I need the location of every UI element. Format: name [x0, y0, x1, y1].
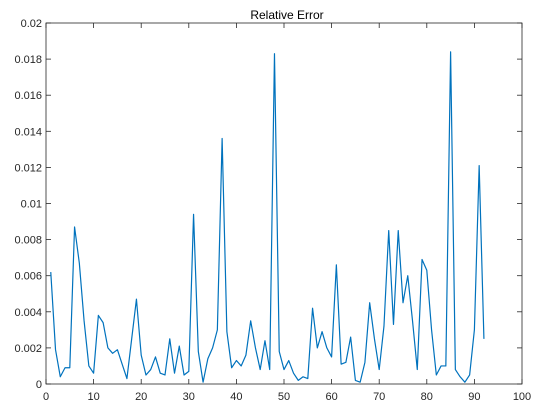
x-tick-label: 30 — [183, 391, 195, 403]
x-tick-label: 50 — [278, 391, 290, 403]
x-tick-label: 0 — [43, 391, 49, 403]
x-tick-label: 70 — [373, 391, 385, 403]
series-line-1 — [50, 51, 485, 383]
y-tick-label: 0.018 — [14, 54, 42, 66]
series-layer — [50, 51, 485, 383]
y-tick-label: 0.012 — [14, 162, 42, 174]
x-tick-label: 10 — [87, 391, 99, 403]
y-tick-label: 0.008 — [14, 235, 42, 247]
y-tick-label: 0 — [36, 379, 42, 391]
y-tick-label: 0.016 — [14, 90, 42, 102]
x-tick-label: 80 — [421, 391, 433, 403]
x-axis: 0 10 20 30 40 50 60 70 80 90 100 — [43, 23, 531, 403]
x-tick-label: 60 — [325, 391, 337, 403]
x-tick-label: 40 — [230, 391, 242, 403]
y-tick-label: 0.01 — [21, 199, 42, 211]
x-tick-label: 20 — [135, 391, 147, 403]
y-axis: 0 0.002 0.004 0.006 0.008 0.01 0.012 0.014 0.016… — [14, 18, 522, 391]
plot-area — [45, 22, 523, 385]
y-tick-label: 0.014 — [14, 126, 42, 138]
y-tick-label: 0.004 — [14, 307, 42, 319]
x-tick-label: 90 — [468, 391, 480, 403]
x-tick-label: 100 — [513, 391, 531, 403]
axes-box — [45, 22, 523, 385]
y-tick-label: 0.02 — [21, 18, 42, 30]
y-tick-label: 0.002 — [14, 343, 42, 355]
y-tick-label: 0.006 — [14, 271, 42, 283]
chart-title: Relative Error — [250, 8, 323, 22]
